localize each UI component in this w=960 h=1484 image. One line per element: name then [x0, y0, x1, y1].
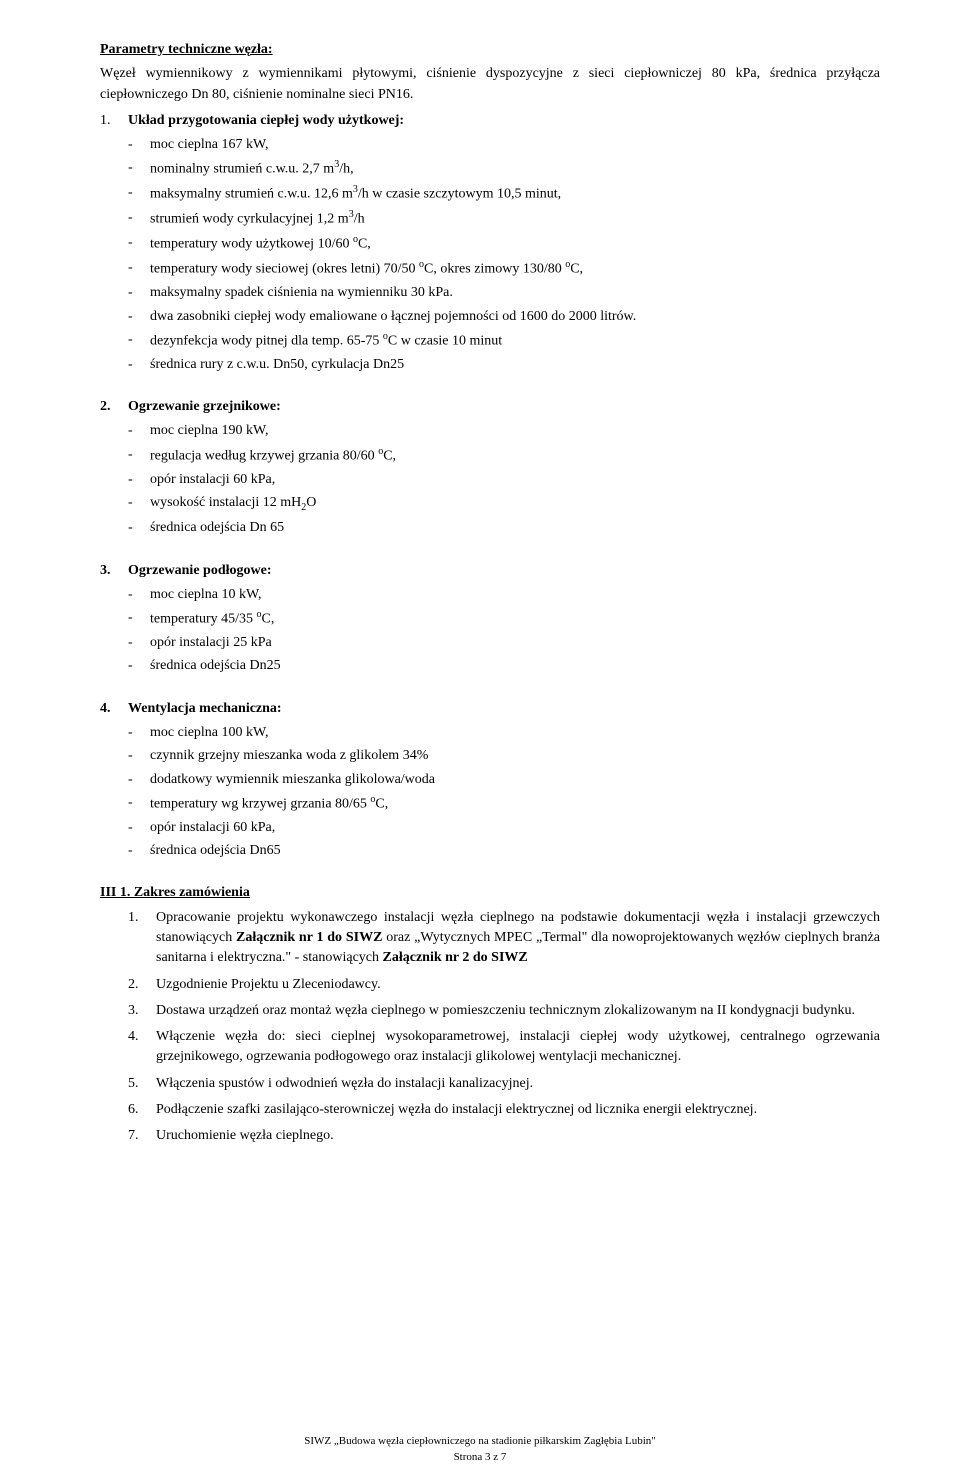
zakres-item-text: Włączenie węzła do: sieci cieplnej wysok…	[156, 1027, 880, 1068]
list-item: strumień wody cyrkulacyjnej 1,2 m3/h	[150, 208, 880, 230]
section-3-number: 3.	[100, 561, 128, 581]
list-item: średnica odejścia Dn65	[150, 841, 880, 861]
heading-parameters: Parametry techniczne węzła:	[100, 40, 880, 60]
list-item: moc cieplna 10 kW,	[150, 585, 880, 605]
section-2-title: Ogrzewanie grzejnikowe:	[128, 397, 880, 417]
section-4: 4. Wentylacja mechaniczna: -moc cieplna …	[100, 699, 880, 862]
section-2-number: 2.	[100, 397, 128, 417]
zakres-list: 1. Opracowanie projektu wykonawczego ins…	[128, 908, 880, 1147]
section-3-title: Ogrzewanie podłogowe:	[128, 561, 880, 581]
zakres-item-text: Opracowanie projektu wykonawczego instal…	[156, 908, 880, 969]
section-4-number: 4.	[100, 699, 128, 719]
list-item: dwa zasobniki ciepłej wody emaliowane o …	[150, 307, 880, 327]
zakres-item-number: 3.	[128, 1001, 156, 1021]
list-item: moc cieplna 167 kW,	[150, 135, 880, 155]
section-zakres: III 1. Zakres zamówienia 1. Opracowanie …	[100, 883, 880, 1146]
page-footer: SIWZ „Budowa węzła ciepłowniczego na sta…	[0, 1434, 960, 1466]
intro-paragraph: Węzeł wymiennikowy z wymiennikami płytow…	[100, 64, 880, 105]
zakres-item-number: 4.	[128, 1027, 156, 1068]
section-1-title: Układ przygotowania ciepłej wody użytkow…	[128, 111, 880, 131]
list-item: średnica rury z c.w.u. Dn50, cyrkulacja …	[150, 355, 880, 375]
section-2-list: -moc cieplna 190 kW, -regulacja według k…	[128, 421, 880, 538]
list-item: temperatury 45/35 oC,	[150, 608, 880, 630]
list-item: moc cieplna 190 kW,	[150, 421, 880, 441]
document-page: Parametry techniczne węzła: Węzeł wymien…	[0, 0, 960, 1484]
section-3: 3. Ogrzewanie podłogowe: -moc cieplna 10…	[100, 561, 880, 677]
list-item: maksymalny strumień c.w.u. 12,6 m3/h w c…	[150, 183, 880, 205]
zakres-item-number: 7.	[128, 1126, 156, 1146]
list-item: opór instalacji 60 kPa,	[150, 470, 880, 490]
list-item: opór instalacji 25 kPa	[150, 633, 880, 653]
list-item: temperatury wody użytkowej 10/60 oC,	[150, 233, 880, 255]
list-item: wysokość instalacji 12 mH2O	[150, 493, 880, 515]
zakres-item-text: Włączenia spustów i odwodnień węzła do i…	[156, 1074, 880, 1094]
heading-zakres: III 1. Zakres zamówienia	[100, 883, 880, 903]
list-item: średnica odejścia Dn 65	[150, 518, 880, 538]
list-item: czynnik grzejny mieszanka woda z glikole…	[150, 746, 880, 766]
zakres-item-text: Dostawa urządzeń oraz montaż węzła ciepl…	[156, 1001, 880, 1021]
list-item: temperatury wody sieciowej (okres letni)…	[150, 258, 880, 280]
section-1-number: 1.	[100, 111, 128, 131]
zakres-item-text: Uruchomienie węzła cieplnego.	[156, 1126, 880, 1146]
zakres-item-text: Uzgodnienie Projektu u Zleceniodawcy.	[156, 975, 880, 995]
zakres-item-number: 2.	[128, 975, 156, 995]
list-item: nominalny strumień c.w.u. 2,7 m3/h,	[150, 158, 880, 180]
list-item: średnica odejścia Dn25	[150, 656, 880, 676]
section-3-list: -moc cieplna 10 kW, -temperatury 45/35 o…	[128, 585, 880, 677]
section-4-list: -moc cieplna 100 kW, -czynnik grzejny mi…	[128, 723, 880, 861]
list-item: moc cieplna 100 kW,	[150, 723, 880, 743]
section-1: 1. Układ przygotowania ciepłej wody użyt…	[100, 111, 880, 131]
zakres-item-number: 1.	[128, 908, 156, 969]
section-4-title: Wentylacja mechaniczna:	[128, 699, 880, 719]
section-2: 2. Ogrzewanie grzejnikowe: -moc cieplna …	[100, 397, 880, 538]
list-item: temperatury wg krzywej grzania 80/65 oC,	[150, 793, 880, 815]
list-item: regulacja według krzywej grzania 80/60 o…	[150, 445, 880, 467]
zakres-item-number: 6.	[128, 1100, 156, 1120]
zakres-item-number: 5.	[128, 1074, 156, 1094]
list-item: opór instalacji 60 kPa,	[150, 818, 880, 838]
footer-title: SIWZ „Budowa węzła ciepłowniczego na sta…	[0, 1434, 960, 1450]
list-item: dezynfekcja wody pitnej dla temp. 65-75 …	[150, 330, 880, 352]
list-item: dodatkowy wymiennik mieszanka glikolowa/…	[150, 770, 880, 790]
zakres-item-text: Podłączenie szafki zasilająco-sterownicz…	[156, 1100, 880, 1120]
footer-page: Strona 3 z 7	[0, 1450, 960, 1466]
list-item: maksymalny spadek ciśnienia na wymiennik…	[150, 283, 880, 303]
section-1-list: -moc cieplna 167 kW, -nominalny strumień…	[128, 135, 880, 375]
